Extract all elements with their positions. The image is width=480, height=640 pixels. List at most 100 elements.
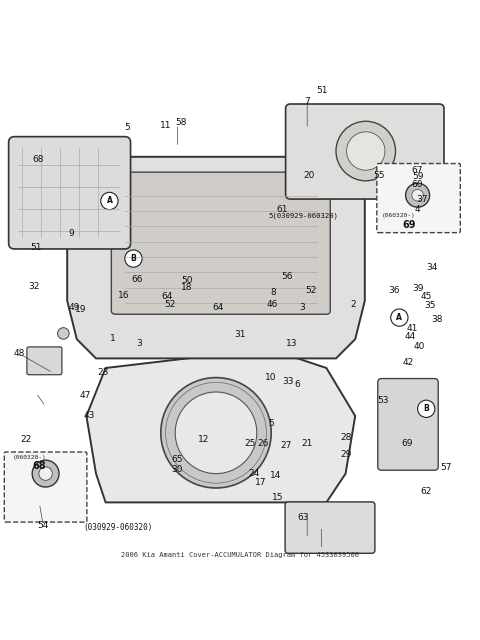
Text: (060320-): (060320-): [382, 213, 416, 218]
Text: 17: 17: [255, 477, 266, 487]
Circle shape: [347, 132, 385, 170]
Text: (030929-060320): (030929-060320): [83, 523, 152, 532]
Text: 57: 57: [441, 463, 452, 472]
Text: 65: 65: [172, 454, 183, 464]
Text: 50: 50: [181, 276, 193, 285]
Text: 64: 64: [213, 303, 224, 312]
Polygon shape: [67, 157, 365, 358]
Circle shape: [175, 392, 257, 474]
Text: 10: 10: [265, 373, 277, 382]
Text: 25: 25: [244, 439, 255, 449]
Text: 60: 60: [412, 180, 423, 189]
Text: (060320-): (060320-): [12, 455, 46, 460]
Text: 36: 36: [388, 285, 399, 295]
Circle shape: [32, 460, 59, 487]
Text: 44: 44: [405, 332, 416, 341]
Text: 66: 66: [131, 275, 143, 284]
Text: 4: 4: [415, 205, 420, 214]
FancyBboxPatch shape: [27, 347, 62, 375]
Text: 2: 2: [350, 300, 356, 309]
Text: 8: 8: [271, 287, 276, 297]
Text: 5: 5: [124, 124, 130, 132]
Text: 7: 7: [304, 97, 310, 106]
Text: 67: 67: [412, 166, 423, 175]
Text: 38: 38: [431, 316, 443, 324]
Text: 62: 62: [420, 487, 432, 497]
FancyBboxPatch shape: [377, 163, 460, 232]
Circle shape: [336, 121, 396, 180]
Text: 9: 9: [68, 229, 74, 238]
Text: 54: 54: [37, 521, 49, 530]
FancyBboxPatch shape: [378, 378, 438, 470]
Text: 18: 18: [180, 283, 192, 292]
Text: 59: 59: [412, 172, 423, 182]
Text: 14: 14: [270, 472, 282, 481]
Text: 49: 49: [69, 303, 80, 312]
Polygon shape: [86, 349, 355, 502]
Text: 27: 27: [280, 441, 291, 451]
FancyBboxPatch shape: [111, 172, 330, 314]
Text: 15: 15: [272, 493, 283, 502]
Text: 39: 39: [412, 284, 423, 293]
Text: 22: 22: [21, 435, 32, 444]
Text: 56: 56: [281, 272, 293, 282]
FancyBboxPatch shape: [9, 136, 131, 249]
Text: 19: 19: [75, 305, 86, 314]
Circle shape: [418, 400, 435, 417]
Text: 12: 12: [198, 435, 210, 444]
Text: 53: 53: [377, 396, 389, 405]
Text: 23: 23: [97, 368, 109, 378]
Text: 5: 5: [268, 419, 274, 428]
Text: 6: 6: [295, 380, 300, 389]
Text: 41: 41: [406, 324, 418, 333]
Text: 55: 55: [373, 170, 385, 180]
Circle shape: [101, 192, 118, 209]
FancyBboxPatch shape: [286, 104, 444, 199]
Text: 43: 43: [83, 412, 95, 420]
Text: 32: 32: [28, 282, 39, 291]
FancyBboxPatch shape: [285, 502, 375, 553]
Text: 2006 Kia Amanti Cover-ACCUMULATOR Diagram for 4533039500: 2006 Kia Amanti Cover-ACCUMULATOR Diagra…: [121, 552, 359, 557]
Text: 68: 68: [33, 155, 44, 164]
Text: 52: 52: [305, 285, 317, 295]
Text: 30: 30: [171, 465, 182, 474]
Text: 58: 58: [176, 118, 187, 127]
Text: 26: 26: [257, 439, 269, 449]
Text: 61: 61: [276, 205, 288, 214]
Text: 64: 64: [161, 292, 173, 301]
Circle shape: [125, 250, 142, 268]
Text: A: A: [107, 196, 112, 205]
Circle shape: [39, 467, 52, 480]
Text: 40: 40: [413, 342, 425, 351]
Text: 46: 46: [267, 300, 278, 309]
Text: 52: 52: [165, 300, 176, 309]
Text: 33: 33: [282, 377, 294, 386]
Text: B: B: [423, 404, 429, 413]
Text: 69: 69: [402, 220, 416, 230]
Text: 69: 69: [401, 439, 413, 449]
Text: 3: 3: [136, 339, 142, 348]
Circle shape: [161, 378, 271, 488]
Text: 13: 13: [286, 339, 298, 348]
Text: 29: 29: [340, 450, 351, 459]
Text: 28: 28: [340, 433, 351, 442]
Text: 37: 37: [417, 195, 428, 204]
Text: 51: 51: [30, 243, 42, 252]
Text: 51: 51: [316, 86, 327, 95]
Text: 1: 1: [110, 333, 116, 343]
Text: 42: 42: [402, 358, 414, 367]
FancyBboxPatch shape: [4, 452, 87, 522]
Circle shape: [406, 183, 430, 207]
Circle shape: [391, 309, 408, 326]
Text: 34: 34: [426, 262, 438, 272]
Text: 21: 21: [301, 439, 313, 449]
Text: 5(030929-060320): 5(030929-060320): [269, 212, 339, 219]
Text: 3: 3: [300, 303, 305, 312]
Text: 45: 45: [420, 292, 432, 301]
Text: B: B: [131, 254, 136, 263]
Text: 35: 35: [424, 301, 435, 310]
Text: 24: 24: [249, 469, 260, 478]
Text: 11: 11: [160, 121, 171, 130]
Text: 31: 31: [234, 330, 246, 339]
Text: 16: 16: [118, 291, 130, 300]
